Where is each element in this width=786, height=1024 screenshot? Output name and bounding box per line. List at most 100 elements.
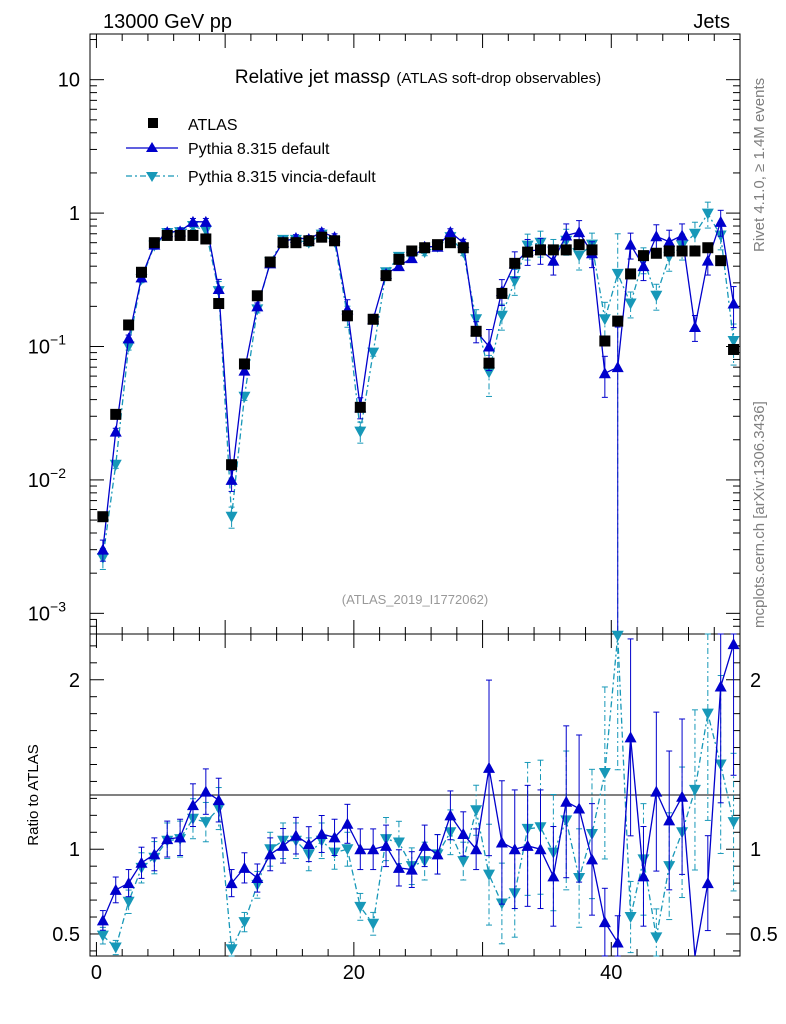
ratio-vincia-line: [102, 635, 735, 952]
ratio-default-marker: [289, 829, 302, 841]
x-tick-label: 20: [343, 962, 365, 984]
main-default-marker: [392, 260, 405, 272]
ratio-default-marker: [199, 785, 212, 797]
axes: 0 20 40 10−3 10−2 10−1 1 10 0.5 0.5 1 1 2 2: [28, 34, 778, 984]
atlas-data-point: [573, 239, 585, 251]
ratio-default-marker: [495, 836, 508, 848]
ratio-vincia-marker: [238, 917, 251, 929]
legend-marker-vincia: [146, 172, 158, 182]
main-vincia-marker: [688, 228, 701, 240]
ratio-default-marker: [727, 638, 740, 650]
ratio-y-tick-label-left: 1: [69, 839, 80, 861]
atlas-data-point: [470, 325, 482, 337]
ratio-default-marker: [302, 838, 315, 850]
ratio-default-marker: [96, 914, 109, 926]
ratio-y-axis-label: Ratio to ATLAS: [25, 744, 42, 845]
ratio-default-marker: [637, 870, 650, 882]
ratio-vincia-marker: [598, 767, 611, 779]
ratio-y-tick-label-right: 0.5: [750, 924, 778, 946]
chart-title-main: Relative jet massρ: [235, 67, 391, 88]
main-vincia-marker: [508, 275, 521, 287]
main-default-marker: [109, 425, 122, 437]
atlas-data-point: [316, 231, 328, 243]
sidebar-version: Rivet 4.1.0, ≥ 1.4M events: [751, 78, 768, 252]
atlas-data-point: [226, 459, 238, 471]
atlas-data-point: [200, 233, 212, 245]
ratio-vincia-marker: [483, 869, 496, 881]
atlas-data-point: [547, 244, 559, 256]
main-default-marker: [624, 238, 637, 250]
header-process: Jets: [693, 11, 730, 33]
main-default-marker: [573, 226, 586, 238]
ratio-default-marker: [354, 843, 367, 855]
atlas-data-point: [277, 237, 289, 249]
ratio-vincia-marker: [109, 942, 122, 954]
ratio-default-marker: [122, 877, 135, 889]
legend-label-atlas: ATLAS: [188, 117, 238, 134]
main-y-tick-label: 10−2: [28, 465, 66, 492]
atlas-data-point: [522, 246, 534, 258]
main-default-marker: [701, 254, 714, 266]
main-default-marker: [598, 367, 611, 379]
main-default-marker: [688, 321, 701, 333]
ratio-vincia-marker: [624, 912, 637, 924]
analysis-label: (ATLAS_2019_I1772062): [342, 592, 488, 607]
ratio-default-marker: [444, 809, 457, 821]
ratio-default-marker: [315, 827, 328, 839]
atlas-data-point: [329, 235, 341, 247]
ratio-default-marker: [380, 839, 393, 851]
ratio-vincia-marker: [650, 932, 663, 944]
ratio-vincia-marker: [727, 817, 740, 829]
main-default-marker: [251, 300, 264, 312]
ratio-vincia-marker: [341, 844, 354, 856]
ratio-default-marker: [470, 843, 483, 855]
mc-series: [96, 201, 740, 957]
x-tick-label: 0: [91, 962, 102, 984]
legend-label-vincia: Pythia 8.315 vincia-default: [188, 169, 376, 186]
main-y-tick-label: 10: [58, 70, 80, 92]
ratio-default-marker: [676, 790, 689, 802]
ratio-default-marker: [418, 839, 431, 851]
ratio-default-marker: [251, 872, 264, 884]
main-default-marker: [714, 215, 727, 227]
ratio-vincia-marker: [470, 805, 483, 817]
atlas-data-point: [251, 290, 263, 302]
ratio-default-marker: [534, 843, 547, 855]
ratio-default-marker: [392, 861, 405, 873]
atlas-data-point: [625, 268, 637, 280]
atlas-data-point: [303, 235, 315, 247]
main-default-marker: [727, 297, 740, 309]
main-default-marker: [663, 235, 676, 247]
atlas-data-point: [238, 358, 250, 370]
main-vincia-marker: [354, 426, 367, 438]
main-default-marker: [611, 361, 624, 373]
ratio-vincia-marker: [122, 896, 135, 908]
atlas-data-point: [123, 319, 135, 331]
atlas-data-point: [213, 298, 225, 310]
main-default-marker: [225, 473, 238, 485]
atlas-data-point: [174, 229, 186, 241]
ratio-vincia-marker: [367, 918, 380, 930]
chart-title-sub: (ATLAS soft-drop observables): [396, 70, 601, 87]
atlas-data-point: [483, 357, 495, 369]
ratio-default-marker: [560, 795, 573, 807]
atlas-data-point: [290, 237, 302, 249]
atlas-data-point: [599, 335, 611, 347]
atlas-data-point: [637, 250, 649, 262]
main-default-marker: [650, 230, 663, 242]
atlas-data-point: [534, 244, 546, 256]
atlas-data-point: [97, 511, 109, 523]
ratio-vincia-marker: [611, 630, 624, 642]
atlas-data-point: [509, 257, 521, 269]
main-default-marker: [483, 340, 496, 352]
main-y-tick-label: 10−3: [28, 598, 66, 625]
legend-label-default: Pythia 8.315 default: [188, 141, 330, 158]
ratio-vincia-marker: [96, 930, 109, 942]
ratio-default-marker: [714, 680, 727, 692]
ratio-default-marker: [109, 883, 122, 895]
ratio-y-tick-label-right: 1: [750, 839, 761, 861]
ratio-default-marker: [521, 839, 534, 851]
main-default-marker: [96, 543, 109, 555]
ratio-default-marker: [161, 833, 174, 845]
main-vincia-marker: [598, 314, 611, 326]
